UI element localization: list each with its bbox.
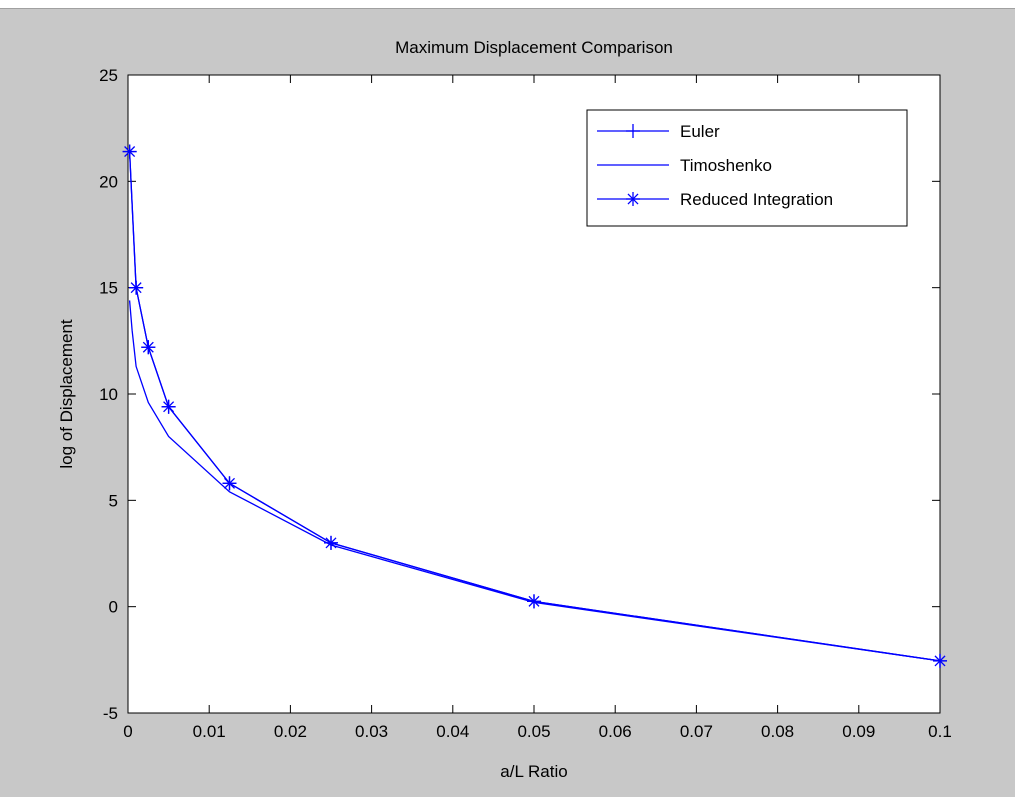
x-tick-label: 0.01 [193, 722, 226, 741]
y-tick-label: 20 [99, 172, 118, 191]
y-tick-label: 5 [109, 491, 118, 510]
series-layer [122, 144, 947, 668]
data-point-marker [224, 477, 235, 489]
series-reduced-integration [122, 144, 947, 668]
window-top-strip [0, 0, 1015, 8]
legend-label: Reduced Integration [680, 190, 833, 209]
x-tick-label: 0.1 [928, 722, 952, 741]
x-tick-label: 0.09 [842, 722, 875, 741]
window-top-border [0, 8, 1015, 9]
data-point-marker [325, 537, 337, 549]
data-point-marker [528, 595, 540, 607]
series-timoshenko [128, 300, 941, 662]
legend-label: Timoshenko [680, 156, 772, 175]
data-point-marker [163, 401, 175, 413]
chart-title: Maximum Displacement Comparison [395, 38, 673, 57]
y-tick-label: -5 [103, 704, 118, 723]
x-axis-label: a/L Ratio [500, 762, 567, 781]
y-tick-label: 0 [109, 598, 118, 617]
y-tick-label: 25 [99, 66, 118, 85]
y-tick-label: 15 [99, 279, 118, 298]
y-tick-label: 10 [99, 385, 118, 404]
x-tick-label: 0.07 [680, 722, 713, 741]
series-line [128, 300, 941, 662]
data-point-marker [142, 341, 154, 353]
y-axis-label: log of Displacement [57, 319, 76, 469]
x-tick-label: 0.04 [436, 722, 469, 741]
data-point-marker [934, 655, 946, 667]
data-point-marker [124, 146, 136, 158]
x-tick-label: 0.08 [761, 722, 794, 741]
x-tick-label: 0.06 [599, 722, 632, 741]
x-tick-label: 0 [123, 722, 132, 741]
data-point-marker [130, 282, 142, 294]
x-tick-label: 0.02 [274, 722, 307, 741]
legend: Euler Timoshenko Reduced Integration [586, 109, 908, 227]
legend-box [586, 109, 908, 227]
legend-marker [627, 193, 639, 205]
series-line [128, 151, 941, 662]
axis-ticks: 0 0.01 0.02 0.03 0.04 0.05 0.06 0.07 0.08 0.09 0.1… [99, 66, 952, 741]
x-tick-label: 0.03 [355, 722, 388, 741]
legend-label: Euler [680, 122, 720, 141]
x-tick-label: 0.05 [517, 722, 550, 741]
